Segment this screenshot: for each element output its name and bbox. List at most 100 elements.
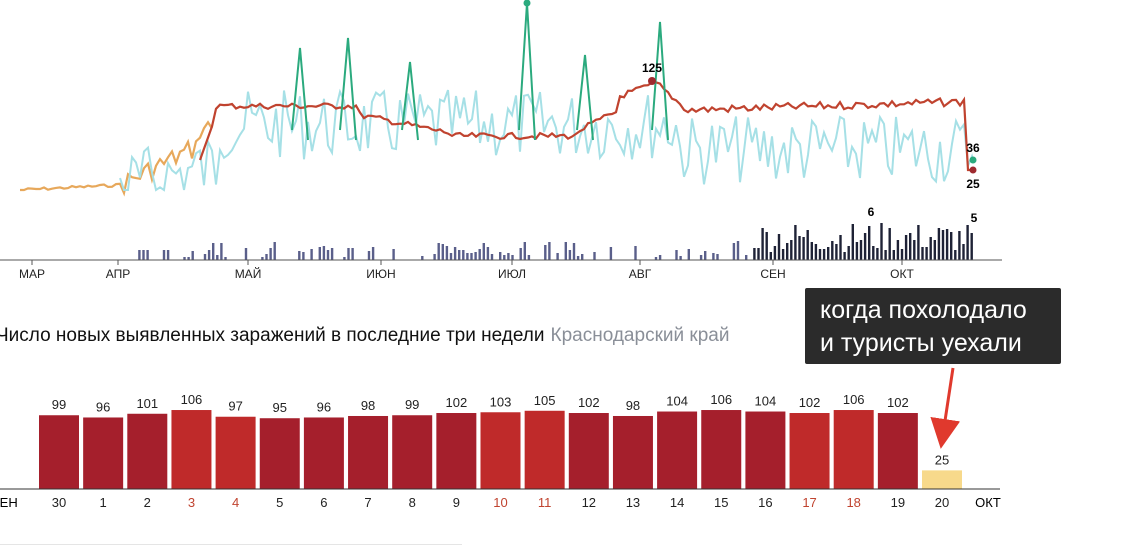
- death-bar: [872, 246, 875, 260]
- death-bar: [302, 252, 305, 260]
- top-tick-label: АВГ: [629, 267, 652, 281]
- death-bar: [462, 250, 465, 260]
- bar-x-label: 16: [758, 495, 772, 510]
- bar-x-label: 18: [846, 495, 860, 510]
- death-bar: [187, 257, 190, 260]
- death-bar: [831, 241, 834, 260]
- top-tick-label: ОКТ: [890, 267, 914, 281]
- death-bar: [913, 240, 916, 260]
- bar-x-label: 20: [935, 495, 949, 510]
- death-bar: [453, 247, 457, 260]
- bar-chart-title-text: Число новых выявленных заражений в после…: [0, 325, 545, 346]
- death-bar: [675, 250, 678, 260]
- daily-peak-segment: [651, 21, 669, 141]
- daily-peak-segment: [401, 61, 419, 141]
- top-tick-label: СЕН: [760, 267, 785, 281]
- death-bar: [904, 235, 908, 260]
- death-bar: [421, 256, 424, 260]
- bar-series: 99 96 101 106 97 95 96 98 99 102 103 105 102 98 104 106…: [39, 392, 962, 489]
- death-bar: [954, 250, 957, 260]
- death-bar: [261, 257, 264, 260]
- bar-value-label: 98: [626, 398, 640, 413]
- death-bar: [753, 248, 756, 260]
- death-bar: [564, 242, 567, 260]
- death-bar: [716, 254, 719, 260]
- death-bar: [798, 236, 801, 260]
- death-bar: [835, 244, 838, 260]
- daily-peak-segment: [291, 47, 309, 141]
- death-bar: [921, 247, 924, 260]
- death-bar: [658, 255, 662, 260]
- death-bar: [138, 250, 141, 260]
- death-bar: [863, 233, 867, 260]
- bar-x-label: 12: [582, 495, 596, 510]
- death-bar: [326, 250, 330, 260]
- death-bar: [519, 248, 522, 260]
- death-bar: [330, 248, 334, 260]
- bar-8: [392, 415, 433, 489]
- death-bar: [367, 251, 371, 260]
- bar-value-label: 102: [799, 395, 821, 410]
- death-bar: [310, 249, 313, 260]
- death-bar: [896, 240, 900, 260]
- bar-value-label: 97: [228, 399, 242, 414]
- death-bar: [371, 247, 375, 260]
- death-bar: [814, 244, 818, 260]
- bar-value-label: 99: [52, 397, 66, 412]
- bar-value-label: 102: [887, 395, 909, 410]
- death-bar: [490, 254, 494, 260]
- bar-x-label: 6: [320, 495, 327, 510]
- death-bar: [220, 243, 223, 260]
- death-bar: [216, 255, 219, 260]
- death-bar: [351, 248, 354, 260]
- early-series-line: [20, 120, 213, 197]
- bar-x-label: 17: [802, 495, 816, 510]
- death-bar: [474, 252, 477, 260]
- death-bar: [806, 230, 809, 260]
- death-bar: [966, 225, 969, 260]
- bar-x-label: 4: [232, 495, 239, 510]
- death-bar: [876, 248, 879, 260]
- death-bar: [470, 253, 473, 260]
- death-bar: [822, 249, 826, 260]
- death-bar: [298, 251, 301, 260]
- death-bar: [810, 242, 813, 260]
- bar-value-label: 99: [405, 397, 419, 412]
- bar-x-label: 2: [144, 495, 151, 510]
- death-bar: [593, 252, 596, 260]
- peak-dot-top: [523, 0, 531, 7]
- death-bar: [745, 255, 748, 260]
- death-bar: [765, 232, 768, 260]
- bar-6: [303, 417, 344, 489]
- bar-value-label: 105: [534, 393, 556, 408]
- death-bar: [699, 255, 703, 260]
- bar-19: [877, 413, 918, 489]
- daily-cases-line: [119, 88, 974, 192]
- bar-9: [436, 413, 477, 489]
- callout-line-1: когда похолодало: [820, 296, 1027, 324]
- bar-value-label: 102: [578, 395, 600, 410]
- death-bar: [732, 243, 736, 260]
- death-bar: [933, 240, 936, 260]
- death-bar: [244, 248, 248, 260]
- top-tick-label: АПР: [106, 267, 131, 281]
- bar-value-label: 101: [136, 396, 158, 411]
- death-bar: [544, 245, 547, 260]
- bar-value-label: 96: [96, 399, 110, 414]
- bar-12: [568, 413, 609, 489]
- death-bar: [166, 250, 170, 260]
- bar-x-label: 5: [276, 495, 283, 510]
- bar-value-label: 106: [843, 392, 865, 407]
- death-bar: [207, 250, 211, 260]
- annotation-36: 36: [966, 141, 980, 155]
- top-tick-label: МАЙ: [235, 266, 262, 281]
- death-bar: [482, 243, 485, 260]
- bar-x-label: 13: [626, 495, 640, 510]
- death-bar: [950, 232, 953, 260]
- region-label: Краснодарский край: [550, 325, 730, 346]
- top-tick-label: ИЮН: [366, 267, 395, 281]
- death-bar: [687, 249, 690, 260]
- bar-x-label: 19: [891, 495, 905, 510]
- annotation-25: 25: [966, 177, 980, 191]
- death-bar: [572, 243, 576, 260]
